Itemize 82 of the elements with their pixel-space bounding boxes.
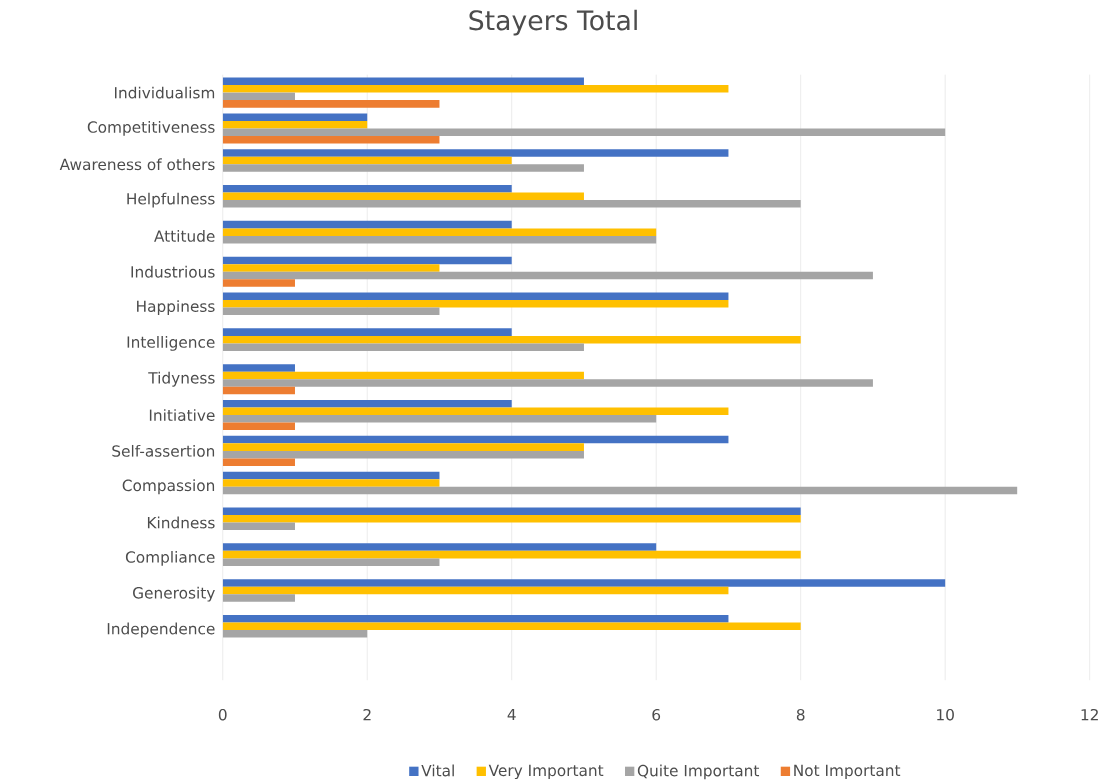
bar [222, 271, 873, 280]
bar [222, 343, 584, 352]
x-tick-label: 10 [937, 709, 954, 721]
bar [222, 486, 1018, 495]
x-tick-label: 12 [1081, 709, 1098, 721]
x-tick-label: 2 [363, 709, 371, 721]
bar [222, 615, 729, 623]
legend-label: Quite Important [637, 764, 760, 780]
legend-label: Vital [421, 764, 454, 777]
bar [222, 471, 440, 480]
y-tick-label: Competitiveness [87, 121, 215, 137]
bar [222, 443, 584, 452]
y-tick-label: Compliance [125, 551, 215, 567]
y-tick-label: Individualism [114, 86, 215, 99]
bar [222, 400, 512, 408]
bar [222, 256, 512, 265]
bar [222, 292, 729, 301]
bar [222, 507, 801, 516]
y-tick-label: Compassion [122, 479, 215, 495]
bar [222, 379, 873, 387]
bar [222, 228, 657, 237]
y-tick-label: Attitude [154, 230, 215, 243]
bar [222, 543, 657, 552]
bar [222, 121, 368, 129]
bar [222, 579, 946, 587]
bar [222, 630, 368, 638]
bar [222, 136, 440, 144]
bar [222, 328, 512, 337]
bar [222, 149, 729, 157]
bar [222, 586, 729, 595]
bar [222, 407, 729, 416]
x-tick-label: 4 [507, 709, 516, 721]
y-tick-label: Happiness [137, 300, 215, 316]
bar [222, 300, 729, 308]
y-tick-label: Kindness [147, 516, 215, 529]
bar [222, 236, 657, 244]
bar [222, 156, 512, 165]
bar [222, 92, 295, 101]
bar [222, 192, 584, 201]
x-tick-label: 0 [218, 709, 227, 721]
legend-label: Very Important [488, 765, 604, 780]
legend-label: Not Important [794, 765, 901, 780]
bar [222, 113, 368, 122]
bar [222, 436, 729, 444]
bar [222, 387, 295, 395]
y-tick-label: Helpfulness [127, 192, 215, 208]
bar [222, 415, 657, 423]
bar [222, 422, 295, 431]
bar [222, 128, 946, 137]
bar [222, 479, 440, 487]
bar [222, 336, 801, 344]
y-tick-label: Independence [107, 622, 215, 638]
y-tick-label: Self-assertion [112, 445, 215, 458]
bar [222, 200, 801, 208]
bar [222, 85, 729, 93]
bar [222, 622, 801, 631]
bar [222, 364, 295, 372]
bar [222, 100, 440, 108]
bar [222, 77, 584, 86]
y-tick-label: Generosity [133, 587, 215, 602]
bar [222, 264, 440, 272]
bar [222, 164, 584, 173]
bar [222, 451, 584, 459]
bar [222, 458, 295, 467]
x-tick-label: 8 [796, 709, 805, 721]
bar [222, 594, 295, 602]
bar [222, 279, 295, 288]
bar [222, 522, 295, 531]
bar [222, 307, 440, 316]
bar [222, 558, 440, 567]
y-tick-label: Tidyness [148, 372, 215, 387]
bar [222, 371, 584, 380]
x-tick-label: 6 [652, 709, 661, 721]
bar [222, 551, 801, 559]
y-tick-label: Awareness of others [59, 158, 215, 171]
bar [222, 515, 801, 523]
bar [222, 185, 512, 193]
y-tick-label: Intelligence [127, 336, 215, 352]
y-tick-label: Initiative [149, 409, 215, 422]
y-tick-label: Industrious [131, 266, 215, 278]
bar [222, 221, 512, 229]
chart-title: Stayers Total [469, 10, 637, 36]
